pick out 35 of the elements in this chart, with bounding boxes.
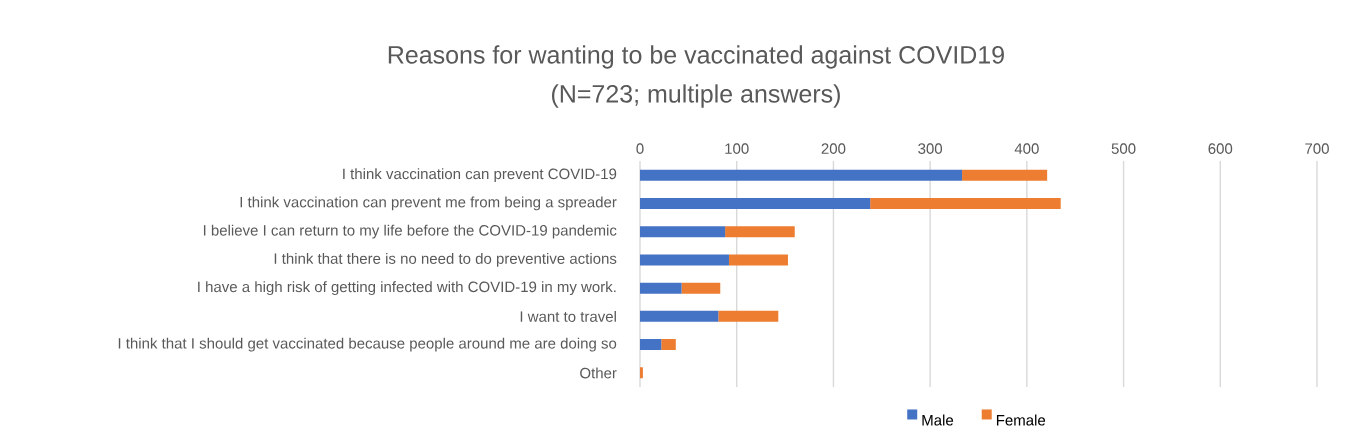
- bar: [640, 169, 963, 181]
- y-tick-label: I think vaccination can prevent COVID-19: [343, 168, 617, 183]
- bar: [728, 254, 788, 266]
- x-tick-label: 300: [918, 143, 943, 154]
- x-tick-label: 0: [636, 143, 644, 154]
- bar: [640, 226, 726, 238]
- bar: [640, 310, 719, 322]
- bar: [640, 197, 871, 209]
- y-tick-label: I think that I should get vaccinated because people around me are doing so: [118, 337, 617, 352]
- y-tick-label: Other: [580, 367, 617, 379]
- legend-label: Male: [922, 414, 954, 426]
- x-tick-label: 400: [1014, 143, 1039, 154]
- bar: [640, 254, 729, 266]
- bar: [640, 367, 643, 379]
- bar: [725, 226, 795, 238]
- bar: [870, 197, 1061, 209]
- x-tick-label: 700: [1305, 143, 1329, 154]
- y-tick-label: I believe I can return to my life before the COVID-19 pandemic: [203, 224, 617, 239]
- y-tick-label: I want to travel: [520, 310, 616, 322]
- chart-title: Reasons for wanting to be vaccinated against COVID19: [388, 45, 1004, 69]
- bar: [640, 339, 662, 351]
- bar: [661, 339, 676, 351]
- bar: [718, 310, 779, 322]
- x-tick-label: 200: [821, 143, 846, 154]
- bar: [640, 282, 682, 294]
- y-tick-label: I think vaccination can prevent me from being a spreader: [240, 196, 617, 211]
- y-tick-label: I think that there is no need to do preventive actions: [274, 252, 617, 267]
- x-tick-label: 100: [725, 143, 749, 154]
- bar: [681, 282, 721, 294]
- y-tick-label: I have a high risk of getting infected with COVID-19 in my work.: [198, 281, 616, 296]
- x-tick-label: 500: [1111, 143, 1136, 154]
- chart-subtitle: (N=723; multiple answers): [552, 84, 840, 108]
- legend-label: Female: [996, 414, 1046, 426]
- bar: [962, 169, 1048, 181]
- x-tick-label: 600: [1208, 143, 1233, 154]
